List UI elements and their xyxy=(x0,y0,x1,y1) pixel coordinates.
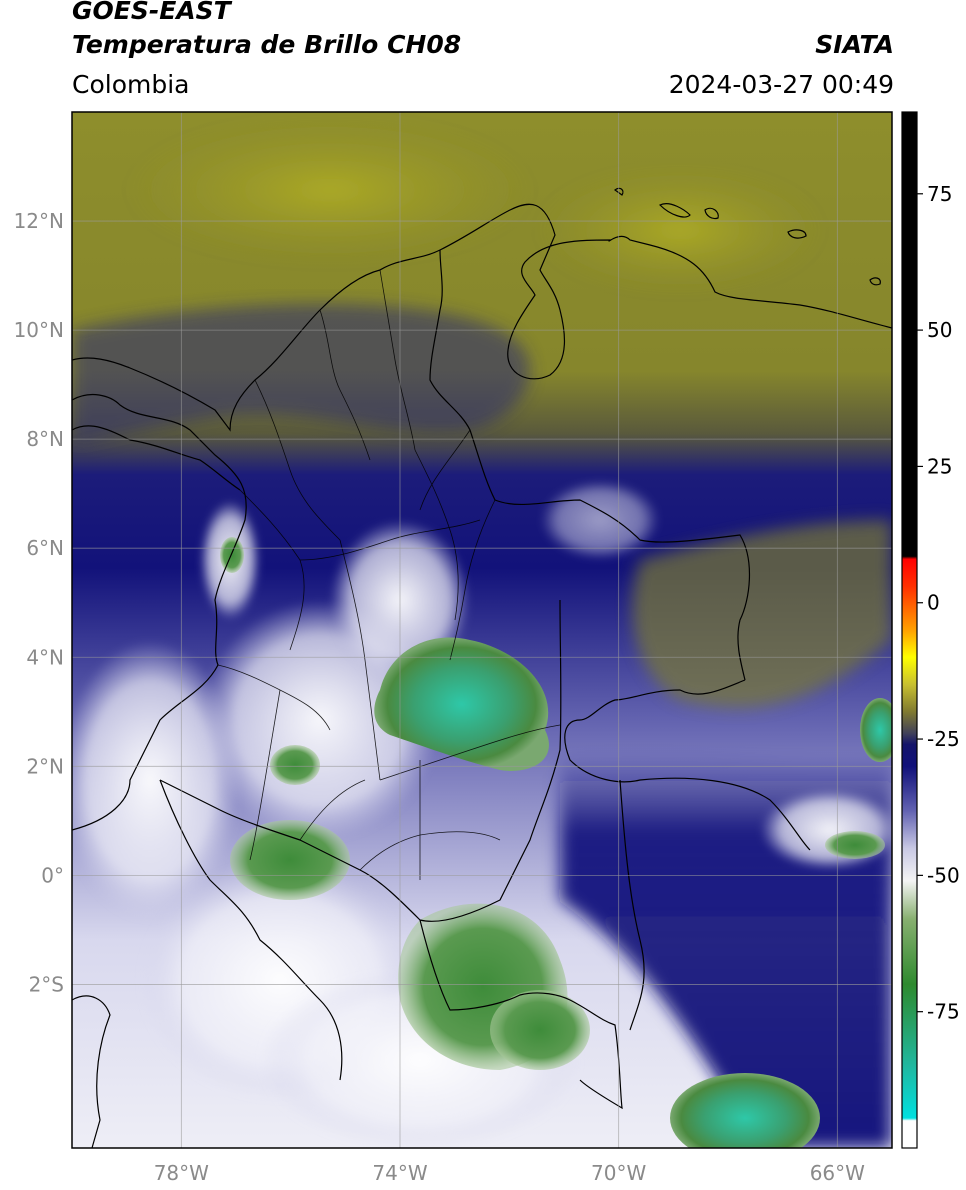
graticule xyxy=(72,112,892,1148)
coastline-pacific xyxy=(72,393,247,831)
coastline-south-pacific xyxy=(72,995,111,1148)
colorbar xyxy=(902,112,917,1148)
lat-tick-label: 10°N xyxy=(14,318,64,342)
longitude-axis: 78°W 74°W 70°W 66°W xyxy=(154,1161,865,1185)
colorbar-tick-label: -25 xyxy=(927,727,960,751)
border-colombia-peru xyxy=(419,919,623,1110)
border-colombia-venezuela xyxy=(429,249,750,681)
satellite-title: GOES-EAST xyxy=(72,0,231,25)
colorbar-tick-label: 25 xyxy=(927,454,952,478)
lat-tick-label: 6°N xyxy=(26,536,64,560)
coastlines-borders xyxy=(72,187,892,1148)
colorbar-tick-label: 75 xyxy=(927,182,952,206)
island-trinidad xyxy=(869,277,881,286)
lat-tick-label: 2°S xyxy=(29,972,64,996)
product-title: Temperatura de Brillo CH08 xyxy=(72,30,462,59)
lat-tick-label: 12°N xyxy=(14,209,64,233)
region-label: Colombia xyxy=(72,70,190,99)
lat-tick-label: 8°N xyxy=(26,427,64,451)
lon-tick-label: 70°W xyxy=(591,1161,646,1185)
satellite-imagery xyxy=(72,112,892,1148)
island-small-1 xyxy=(614,187,624,196)
lon-tick-label: 66°W xyxy=(810,1161,865,1185)
lat-tick-label: 4°N xyxy=(26,645,64,669)
lon-tick-label: 74°W xyxy=(372,1161,427,1185)
colorbar-frame xyxy=(901,111,918,1149)
colorbar-tick-label: 0 xyxy=(927,591,940,615)
lat-tick-label: 2°N xyxy=(26,754,64,778)
island-aruba xyxy=(704,207,719,220)
coastline-caribbean xyxy=(72,203,892,432)
colorbar-tick-label: -50 xyxy=(927,863,960,887)
colorbar-ticks: 75 50 25 0 -25 -50 -75 xyxy=(917,182,960,1024)
timestamp-label: 2024-03-27 00:49 xyxy=(668,70,894,99)
lon-tick-label: 78°W xyxy=(154,1161,209,1185)
island-margarita xyxy=(787,229,807,239)
latitude-axis: 12°N 10°N 8°N 6°N 4°N 2°N 0° 2°S xyxy=(14,209,64,996)
border-venezuela-brazil xyxy=(564,679,811,851)
border-ecuador-peru xyxy=(159,779,343,1081)
colorbar-tick-label: 50 xyxy=(927,318,952,342)
border-brazil-peru xyxy=(619,779,645,1031)
map-frame xyxy=(71,111,893,1149)
lat-tick-label: 0° xyxy=(41,863,64,887)
admin-borders xyxy=(217,269,561,880)
border-panama xyxy=(72,425,241,491)
border-colombia-brazil xyxy=(159,599,562,922)
island-curacao xyxy=(658,203,691,218)
organization-label: SIATA xyxy=(815,30,894,59)
colorbar-tick-label: -75 xyxy=(927,1000,960,1024)
